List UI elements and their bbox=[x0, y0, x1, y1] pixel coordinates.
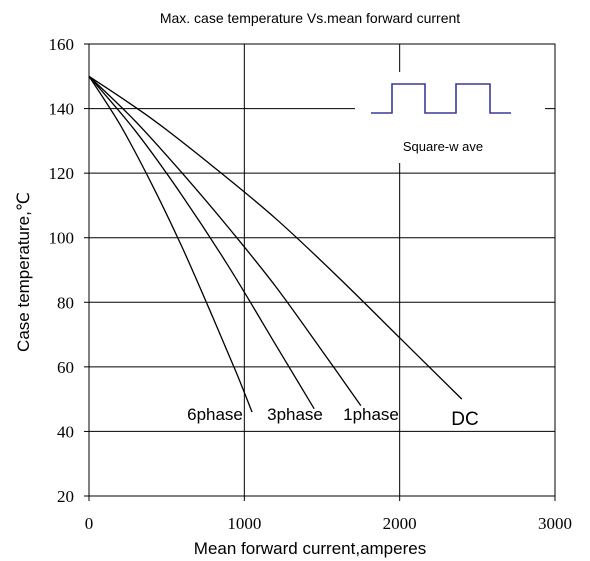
series-line-dc bbox=[88, 75, 463, 400]
y-tick-label: 140 bbox=[49, 100, 75, 119]
y-tick-label: 120 bbox=[49, 164, 75, 183]
series-label-1phase: 1phase bbox=[343, 405, 399, 424]
series-curves bbox=[88, 75, 463, 413]
x-axis-ticks: 0 1000 2000 3000 bbox=[85, 496, 572, 533]
series-line-1phase bbox=[88, 75, 362, 406]
y-tick-label: 20 bbox=[57, 487, 74, 506]
x-tick-label: 0 bbox=[85, 514, 94, 533]
y-tick-label: 60 bbox=[57, 358, 74, 377]
x-tick-label: 1000 bbox=[227, 514, 261, 533]
inset-background bbox=[355, 72, 545, 163]
series-label-dc: DC bbox=[451, 409, 478, 430]
inset-label: Square-w ave bbox=[403, 139, 483, 154]
series-line-6phase bbox=[88, 75, 253, 413]
square-wave-inset: Square-w ave bbox=[355, 72, 545, 163]
y-axis-ticks: 20 40 60 80 100 120 140 160 bbox=[49, 35, 89, 506]
y-tick-label: 160 bbox=[49, 35, 75, 54]
x-tick-label: 2000 bbox=[383, 514, 417, 533]
x-axis-label: Mean forward current,amperes bbox=[194, 539, 426, 558]
square-wave-icon bbox=[371, 83, 511, 114]
series-label-3phase: 3phase bbox=[267, 405, 323, 424]
x-tick-label: 3000 bbox=[538, 514, 572, 533]
chart-title: Max. case temperature Vs.mean forward cu… bbox=[160, 10, 460, 26]
series-label-6phase: 6phase bbox=[187, 405, 243, 424]
y-axis-label: Case temperature,℃ bbox=[14, 192, 33, 352]
plot-frame bbox=[88, 43, 556, 497]
y-tick-label: 100 bbox=[49, 229, 75, 248]
y-tick-label: 40 bbox=[57, 422, 74, 441]
series-line-3phase bbox=[88, 75, 315, 410]
y-tick-label: 80 bbox=[57, 293, 74, 312]
series-labels: 6phase 3phase 1phase DC bbox=[187, 405, 479, 430]
